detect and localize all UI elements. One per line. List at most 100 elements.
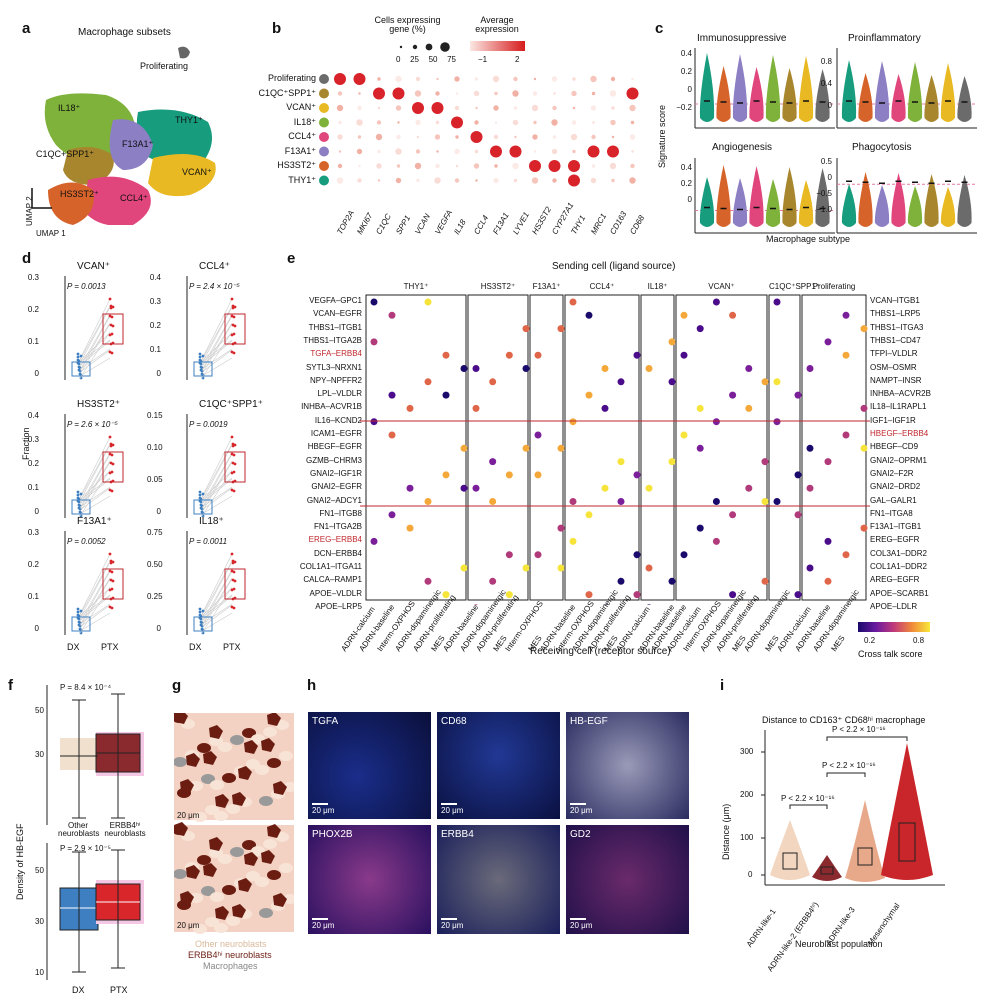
violin <box>907 62 923 122</box>
crosstalk-dot <box>794 391 802 399</box>
gene-label: CD68 <box>627 213 646 236</box>
d-ytick: 0.2 <box>27 560 39 569</box>
dot <box>357 178 362 183</box>
violin <box>940 63 956 122</box>
dot <box>570 133 578 141</box>
dot <box>416 178 420 183</box>
crosstalk-dot <box>569 537 577 545</box>
crosstalk-dot <box>712 498 720 505</box>
dot <box>358 92 361 95</box>
violin <box>891 173 906 227</box>
dot <box>590 177 597 184</box>
dot <box>533 120 537 125</box>
scale-bar: 20 μm <box>312 918 334 930</box>
d-pval: P = 0.0011 <box>189 537 228 546</box>
segmentation-images <box>174 713 294 934</box>
d-xtick: DX <box>67 642 80 652</box>
violin-title-0: Immunosuppressive <box>697 33 787 44</box>
left-pair-label: COL1A1–ITGA11 <box>299 562 362 571</box>
violin <box>957 76 972 122</box>
dotplot-row-label: VCAN⁺ <box>286 102 316 112</box>
crosstalk-dot <box>557 444 565 452</box>
crosstalk-dot <box>712 418 720 426</box>
violin <box>798 180 814 227</box>
violin <box>815 69 830 122</box>
crosstalk-dot <box>489 378 497 386</box>
dot <box>455 92 459 95</box>
dot <box>334 73 346 85</box>
dotplot-gene-labels: TOP2A MKI67 C1QC SPP1 VCAN VEGFA IL18 CCL4 F13A1… <box>318 192 646 242</box>
violin-ytick: 0 <box>827 101 832 110</box>
crosstalk-dot <box>617 378 625 386</box>
dot <box>373 87 385 100</box>
f-xtick-ptx: PTX <box>110 985 128 995</box>
crosstalk-dot <box>534 551 542 559</box>
violin <box>716 165 731 227</box>
row-color-dot <box>319 161 329 171</box>
d-pval: P = 2.4 × 10⁻⁵ <box>189 282 240 291</box>
umap-label-proliferating: Proliferating <box>140 61 189 71</box>
d-boxplot <box>64 531 124 635</box>
right-pair-label: INHBA–ACVR2B <box>870 389 931 399</box>
g-legend-erbb4: ERBB4ʰⁱ neuroblasts <box>188 950 272 960</box>
violin <box>957 175 972 227</box>
dot <box>551 76 558 82</box>
dot <box>609 90 617 97</box>
violin <box>940 187 956 227</box>
d-ytick: 0.3 <box>27 435 39 444</box>
sender-label: Proliferating <box>812 282 856 291</box>
violin <box>841 60 857 122</box>
crosstalk-dot <box>585 391 593 399</box>
crosstalk-dot <box>746 604 751 605</box>
scale-bar: 20 μm <box>441 803 463 815</box>
crosstalk-dot <box>522 564 530 572</box>
right-pair-label: APOE–LDLR <box>870 601 918 611</box>
crosstalk-dot <box>569 498 577 505</box>
dotplot-row-label: C1QC⁺SPP1⁺ <box>258 87 316 98</box>
scale-bar: 20 μm <box>441 918 463 930</box>
violin-plots <box>694 48 977 234</box>
dotplot-row-label: THY1⁺ <box>288 174 316 185</box>
i-ytick: 200 <box>740 790 754 799</box>
crosstalk-dot <box>773 418 781 426</box>
crosstalk-dot <box>472 404 480 412</box>
dot <box>630 120 635 125</box>
left-pair-label: HBEGF–EGFR <box>307 442 362 452</box>
row-color-dot <box>319 117 329 128</box>
micrograph-hbegf: HB-EGF 20 μm <box>566 712 689 819</box>
crosstalk-dot <box>603 604 607 605</box>
violin-ytick: 0 <box>687 85 692 94</box>
dot <box>474 149 479 154</box>
right-pair-label: GNAI2–DRD2 <box>870 482 921 492</box>
umap-label-c1qc: C1QC+SPP1⁺ <box>36 149 95 159</box>
crosstalk-dot <box>773 298 781 306</box>
micrograph-label: HB-EGF <box>570 716 608 727</box>
dot <box>392 87 405 100</box>
left-pair-label: VEGFA–GPC1 <box>309 296 362 305</box>
right-pair-label: VCAN–ITGB1 <box>870 296 920 305</box>
dot <box>532 91 538 96</box>
g-scale-bottom: 20 μm <box>177 921 200 930</box>
c1qc-spp1-cluster <box>63 146 114 185</box>
sender-box <box>675 294 768 601</box>
crosstalk-dot <box>370 537 378 545</box>
crosstalk-dot <box>773 498 781 505</box>
crosstalk-dot <box>761 458 769 466</box>
g-legend-macro: Macrophages <box>203 961 258 971</box>
d-xtick: PTX <box>223 642 241 652</box>
dot <box>611 178 615 183</box>
sender-label: IL18⁺ <box>647 282 668 291</box>
crosstalk-dot <box>668 378 676 386</box>
d-ytick: 0.1 <box>27 592 39 601</box>
gene-label: IL18 <box>452 218 468 236</box>
d-ytick: 0 <box>156 624 161 633</box>
violin <box>765 179 781 227</box>
d-ytick: 0 <box>34 624 39 633</box>
violin <box>907 186 923 227</box>
dot <box>631 77 634 81</box>
f-xtick-erbb4: ERBB4ʰⁱ neuroblasts <box>104 821 146 838</box>
dot <box>376 163 382 169</box>
crosstalk-dot <box>696 325 704 333</box>
d-pval: P = 2.6 × 10⁻⁵ <box>67 420 118 429</box>
crosstalk-dot <box>388 431 396 439</box>
